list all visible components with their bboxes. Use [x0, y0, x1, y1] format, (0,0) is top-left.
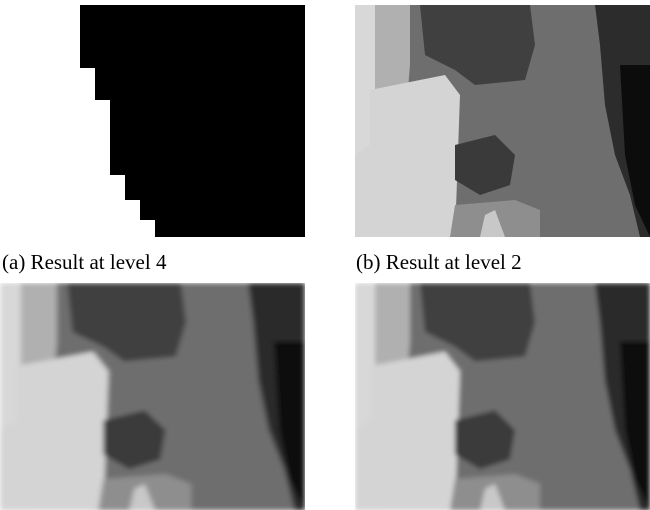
panel-b-image: [355, 5, 650, 237]
figure: (a) Result at level 4 (b) Result at leve…: [0, 0, 650, 510]
panel-d-image: [355, 283, 650, 510]
panel-a-image: [0, 5, 305, 237]
panel-c-image: [0, 283, 305, 510]
caption-a: (a) Result at level 4: [2, 250, 166, 275]
caption-b: (b) Result at level 2: [356, 250, 522, 275]
